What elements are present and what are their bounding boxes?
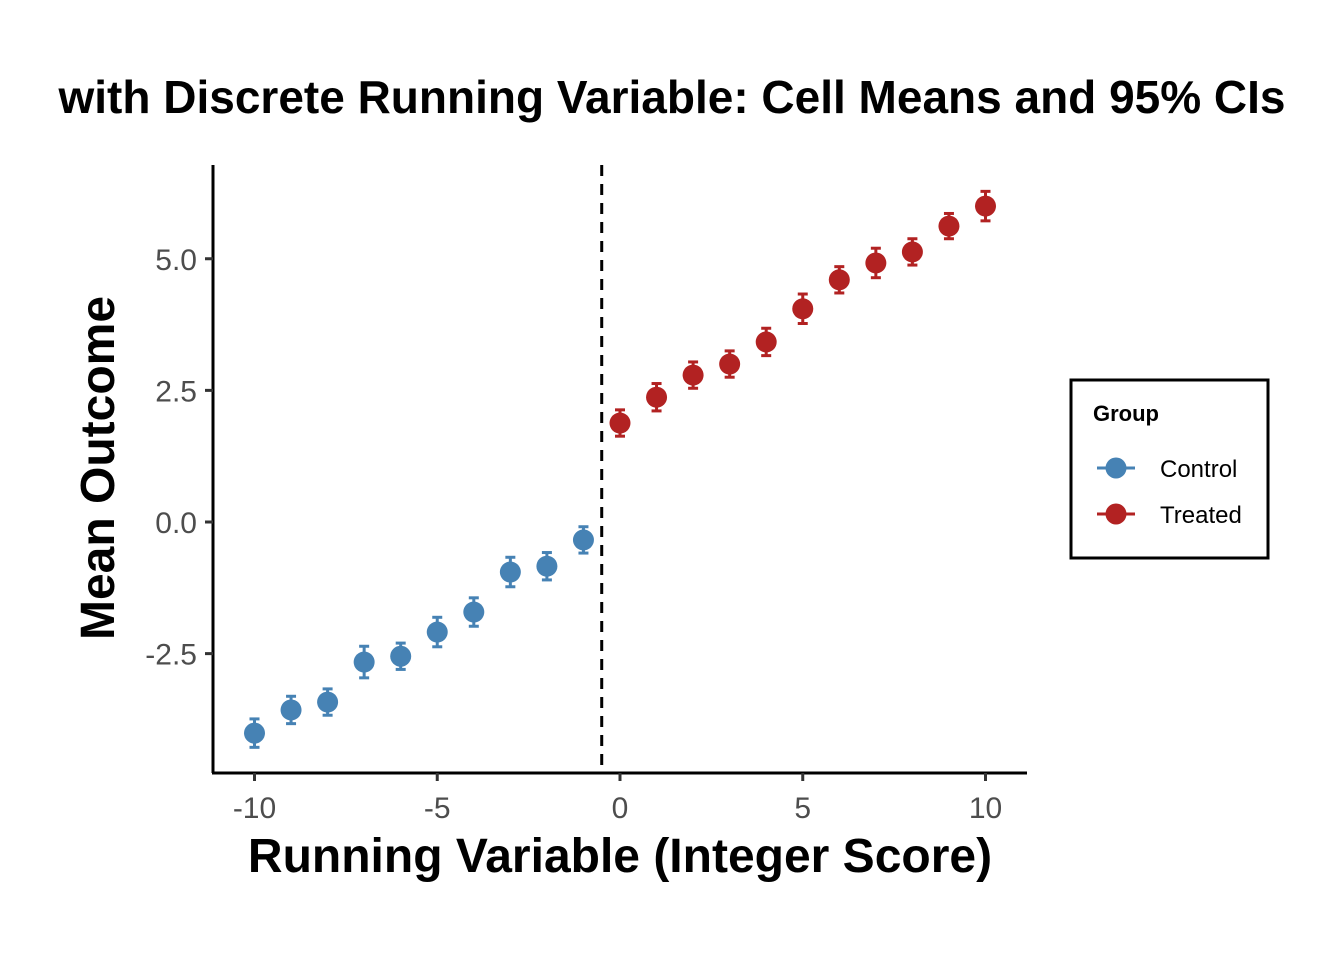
data-point [682, 364, 704, 386]
legend-label: Treated [1160, 502, 1242, 529]
data-point-group [865, 246, 887, 280]
y-tick-label: 2.5 [155, 375, 197, 408]
x-tick-label: 5 [794, 792, 811, 825]
data-point-group [499, 555, 521, 589]
data-point [499, 561, 521, 583]
data-point-group [755, 326, 777, 358]
data-point-group [536, 551, 558, 582]
data-point [426, 621, 448, 643]
axis-ticks: -10 -5 0 5 10 -2.5 0.0 2.5 5.0 [145, 244, 1002, 825]
data-point [536, 555, 558, 577]
x-tick-label: 0 [612, 792, 629, 825]
x-tick-label: 10 [969, 792, 1002, 825]
x-axis-label: Running Variable (Integer Score) [248, 830, 992, 883]
data-point [828, 269, 850, 291]
data-point-group [244, 717, 265, 749]
data-point [646, 386, 668, 408]
data-point-group [792, 292, 814, 326]
y-tick-label: 0.0 [155, 507, 197, 540]
y-tick-label: 5.0 [155, 244, 197, 277]
data-point-group [682, 360, 704, 390]
data-point-group [280, 694, 302, 726]
data-point [755, 331, 777, 353]
data-point-group [719, 349, 741, 379]
legend-key-point [1105, 503, 1127, 525]
data-point-group [646, 382, 668, 413]
data-point [244, 722, 265, 744]
data-point-group [609, 408, 631, 438]
legend: Group Control Treated [1069, 378, 1270, 560]
x-tick-label: -5 [424, 792, 451, 825]
chart-title: with Discrete Running Variable: Cell Mea… [58, 71, 1286, 123]
data-point-group [426, 615, 448, 649]
legend-label: Control [1160, 456, 1237, 483]
data-point-group [463, 596, 485, 628]
data-point-group [828, 265, 850, 295]
data-point-group [572, 525, 594, 555]
data-point [280, 699, 302, 721]
data-point [572, 529, 594, 551]
data-point [390, 645, 412, 667]
data-point-group [975, 189, 996, 223]
data-point-group [317, 687, 339, 717]
data-point [975, 195, 996, 217]
data-point [353, 651, 375, 673]
data-point [609, 412, 631, 434]
legend-key-point [1105, 457, 1127, 479]
data-point-group [901, 237, 923, 267]
data-point [792, 298, 814, 320]
data-point [463, 601, 485, 623]
data-point [938, 215, 960, 237]
y-tick-label: -2.5 [145, 639, 197, 672]
data-point-group [390, 641, 412, 671]
data-point [865, 252, 887, 274]
legend-title: Group [1093, 401, 1159, 426]
data-point-group [938, 211, 960, 241]
data-point [317, 691, 339, 713]
data-point-group [353, 644, 375, 680]
data-point [719, 353, 741, 375]
plot-marks [244, 165, 996, 773]
x-tick-label: -10 [233, 792, 276, 825]
y-axis-label: Mean Outcome [72, 296, 125, 640]
data-point [901, 241, 923, 263]
